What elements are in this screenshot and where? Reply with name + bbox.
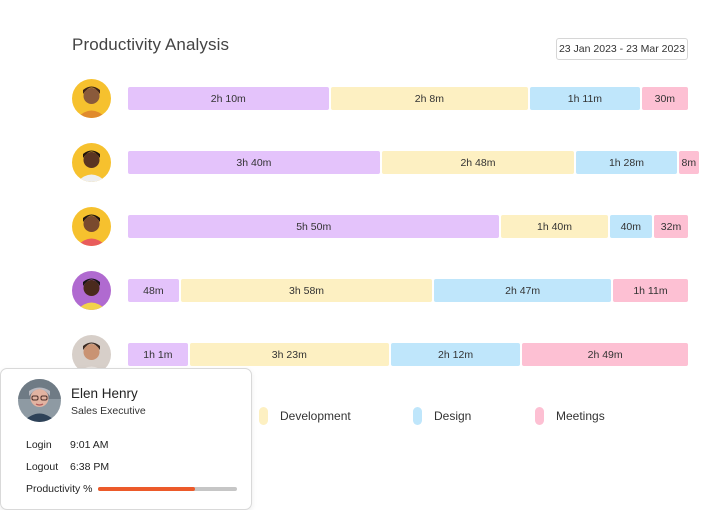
employee-role: Sales Executive	[71, 405, 146, 417]
bar-segment-development[interactable]: 3h 58m	[180, 279, 433, 302]
legend-item-development[interactable]: Development	[259, 407, 351, 425]
legend-label-development: Development	[280, 409, 351, 423]
legend-label-design: Design	[434, 409, 472, 423]
bar-segment-meetings[interactable]: 1h 11m	[612, 279, 688, 302]
avatar[interactable]	[72, 207, 111, 246]
legend-item-meetings[interactable]: Meetings	[535, 407, 605, 425]
bar-segment-design[interactable]: 1h 11m	[530, 87, 640, 110]
stacked-bar: 48m 3h 58m 2h 47m 1h 11m	[128, 279, 688, 302]
bar-segment-development[interactable]: 2h 48m	[381, 151, 575, 174]
employee-row[interactable]: 3h 40m 2h 48m 1h 28m 8m	[72, 143, 699, 183]
bar-segment-meetings[interactable]: 2h 49m	[522, 343, 688, 366]
bar-segment-meetings[interactable]: 8m	[678, 151, 699, 174]
bar-segment-series-1[interactable]: 48m	[128, 279, 179, 302]
bar-segment-design[interactable]: 40m	[609, 215, 653, 238]
bar-segment-design[interactable]: 2h 12m	[390, 343, 521, 366]
bar-segment-development[interactable]: 2h 8m	[330, 87, 529, 110]
employee-row[interactable]: 5h 50m 1h 40m 40m 32m	[72, 207, 688, 247]
avatar[interactable]	[72, 335, 111, 374]
date-range-picker[interactable]: 23 Jan 2023 - 23 Mar 2023	[556, 38, 688, 60]
stacked-bar: 1h 1m 3h 23m 2h 12m 2h 49m	[128, 343, 688, 366]
legend-swatch-design	[413, 407, 422, 425]
avatar[interactable]	[72, 271, 111, 310]
legend-item-design[interactable]: Design	[413, 407, 471, 425]
employee-row[interactable]: 48m 3h 58m 2h 47m 1h 11m	[72, 271, 688, 311]
page-title: Productivity Analysis	[72, 35, 230, 54]
productivity-bar-fill	[98, 487, 196, 491]
productivity-label: Productivity %	[26, 483, 93, 495]
login-label: Login	[26, 439, 52, 451]
bar-segment-series-1[interactable]: 2h 10m	[128, 87, 329, 110]
employee-detail-card: Elen Henry Sales Executive Login 9:01 AM…	[0, 368, 252, 510]
avatar[interactable]	[72, 79, 111, 118]
bar-segment-series-1[interactable]: 5h 50m	[128, 215, 500, 238]
productivity-bar	[98, 487, 237, 491]
employee-name: Elen Henry	[71, 386, 138, 401]
login-value: 9:01 AM	[70, 439, 109, 451]
bar-segment-design[interactable]: 1h 28m	[576, 151, 677, 174]
bar-segment-meetings[interactable]: 32m	[654, 215, 688, 238]
employee-row[interactable]: 1h 1m 3h 23m 2h 12m 2h 49m	[72, 335, 688, 375]
bar-segment-design[interactable]: 2h 47m	[434, 279, 611, 302]
chart-legend: Development Design Meetings	[0, 407, 716, 429]
stacked-bar: 3h 40m 2h 48m 1h 28m 8m	[128, 151, 699, 174]
employee-row[interactable]: 2h 10m 2h 8m 1h 11m 30m	[72, 79, 688, 119]
avatar	[18, 379, 61, 422]
logout-label: Logout	[26, 461, 59, 473]
stacked-bar: 5h 50m 1h 40m 40m 32m	[128, 215, 688, 238]
avatar[interactable]	[72, 143, 111, 182]
bar-segment-development[interactable]: 3h 23m	[189, 343, 389, 366]
bar-segment-series-1[interactable]: 3h 40m	[128, 151, 380, 174]
bar-segment-development[interactable]: 1h 40m	[501, 215, 608, 238]
legend-swatch-development	[259, 407, 268, 425]
legend-label-meetings: Meetings	[556, 409, 605, 423]
stacked-bar: 2h 10m 2h 8m 1h 11m 30m	[128, 87, 688, 110]
bar-segment-meetings[interactable]: 30m	[641, 87, 688, 110]
logout-value: 6:38 PM	[70, 461, 110, 473]
bar-segment-series-1[interactable]: 1h 1m	[128, 343, 188, 366]
legend-swatch-meetings	[535, 407, 544, 425]
